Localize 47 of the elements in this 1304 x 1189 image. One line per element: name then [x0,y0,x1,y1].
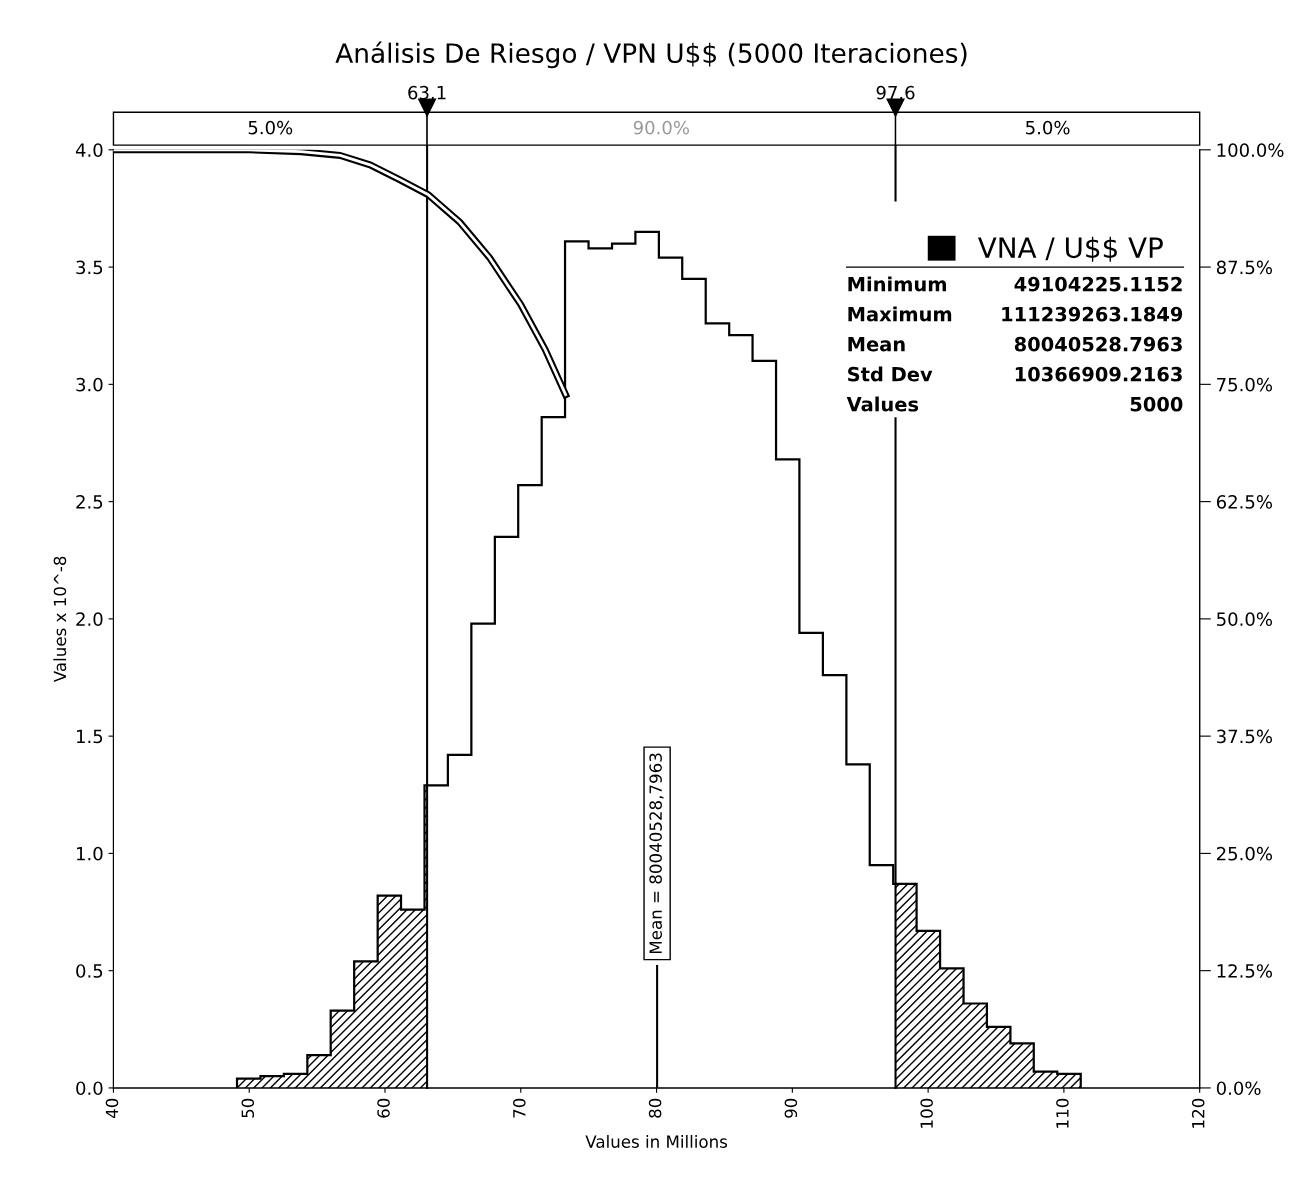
x-tick-label: 120 [1191,1098,1205,1128]
y2-tick-label: 12.5% [1217,964,1273,978]
y2-tick-label: 50.0% [1217,612,1273,626]
y2-tick-label: 0.0% [1216,1081,1261,1096]
x-tick-label: 50 [241,1098,255,1118]
legend-label: VNA / U$$ VP [977,236,1163,262]
annotation: 5000 [1130,396,1183,412]
y2-tick-label: 87.5% [1216,260,1273,275]
y2-tick-label: 37.5% [1217,729,1273,744]
y2-tick-label: 100.0% [1217,143,1284,157]
chart-title: Análisis De Riesgo / VPN U$$ (5000 Iteraciones) [335,41,967,69]
band-label: 5.0% [1026,120,1070,135]
annotation: 10366909.2163 [1015,366,1182,382]
y-tick-label: 0.5 [76,964,103,978]
text: 90.0% [633,120,689,135]
annotation: Std Dev [848,366,933,382]
x-tick-label: 90 [784,1098,798,1118]
y-tick-label: 0.0 [76,1081,103,1096]
y-tick-label: 3.0 [76,377,103,392]
y2-tick-label: 75.0% [1217,377,1273,392]
annotation: 49104225.1152 [1014,276,1182,292]
x-axis-title: Values in Millions [585,1135,728,1148]
y-tick-label: 3.5 [76,260,103,275]
y-tick-label: 1.5 [77,729,103,744]
x-tick-label: 70 [513,1098,526,1118]
annotation: Values [846,396,919,412]
annotation: 80040528.7963 [1014,336,1182,352]
y2-tick-label: 25.0% [1216,846,1273,861]
y2-tick-label: 62.5% [1216,495,1273,509]
ref-line-label: 63.1 [408,85,446,100]
x-tick-label: 80 [648,1098,662,1118]
x-tick-label: 40 [105,1098,119,1119]
annotation: 111239263.1849 [1002,306,1183,322]
x-tick-label: 110 [1056,1098,1069,1128]
annotation: Maximum [848,306,952,322]
y-tick-label: 2.0 [76,612,103,626]
band-label: 5.0% [248,120,293,135]
x-tick-label: 60 [377,1098,390,1118]
y-tick-label: 1.0 [77,846,103,861]
y-axis-title: Values x 10^-8 [53,556,67,683]
x-tick-label: 100 [920,1098,933,1128]
y-tick-label: 4.0 [75,143,103,157]
annotation: Mean [848,337,905,352]
y-tick-label: 2.5 [76,495,103,509]
annotation: Minimum [848,276,947,292]
ref-line-label: 97.6 [876,85,915,100]
ref-line-label: Mean = 80040528,7963 [649,753,664,954]
